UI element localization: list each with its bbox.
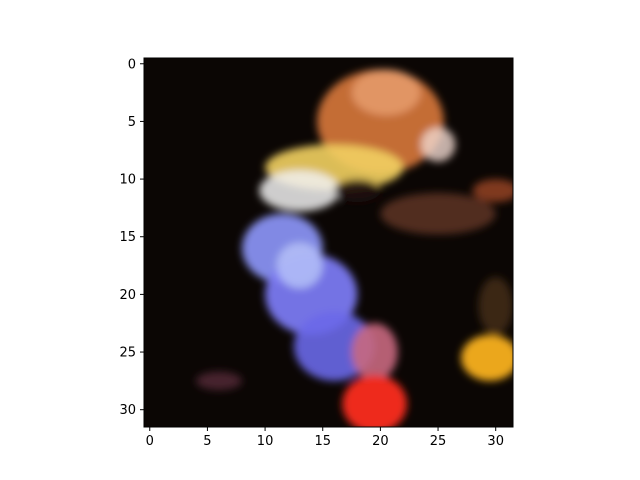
x-tick-label: 10 bbox=[257, 434, 274, 449]
x-tick-label: 25 bbox=[430, 434, 447, 449]
image-region-white-cheek bbox=[259, 169, 341, 212]
image-region-brown-branch bbox=[478, 277, 513, 335]
y-tick-label: 30 bbox=[119, 403, 136, 418]
y-tick-label: 15 bbox=[119, 230, 136, 245]
image-region-brown-wing bbox=[380, 192, 496, 235]
x-tick-label: 0 bbox=[146, 434, 154, 449]
x-tick-label: 5 bbox=[203, 434, 211, 449]
image-region-red-wattle bbox=[342, 375, 407, 427]
plot-area bbox=[144, 58, 513, 427]
y-tick-label: 25 bbox=[119, 346, 136, 361]
image-region-pale-edge bbox=[420, 127, 456, 162]
y-tick-label: 10 bbox=[119, 173, 136, 188]
y-axis: 0 5 10 15 20 25 30 bbox=[119, 57, 144, 418]
x-tick-label: 30 bbox=[487, 434, 504, 449]
image-region-yellow-fruit bbox=[461, 334, 513, 381]
y-tick-label: 5 bbox=[128, 115, 136, 130]
image-region-pink-wattle bbox=[351, 323, 398, 381]
image-region-light-blue-patch bbox=[276, 242, 323, 289]
image-region-orange-leaf bbox=[472, 179, 513, 203]
x-tick-label: 15 bbox=[314, 434, 331, 449]
image-region-dark-eye bbox=[334, 179, 381, 203]
y-tick-label: 0 bbox=[128, 57, 136, 72]
x-tick-label: 20 bbox=[372, 434, 389, 449]
y-tick-label: 20 bbox=[119, 288, 136, 303]
axes-frame bbox=[143, 57, 514, 428]
x-axis: 0 5 10 15 20 25 30 bbox=[146, 427, 504, 449]
image-region-crest-highlight bbox=[351, 69, 421, 116]
image-region-dark-branch bbox=[195, 371, 243, 391]
